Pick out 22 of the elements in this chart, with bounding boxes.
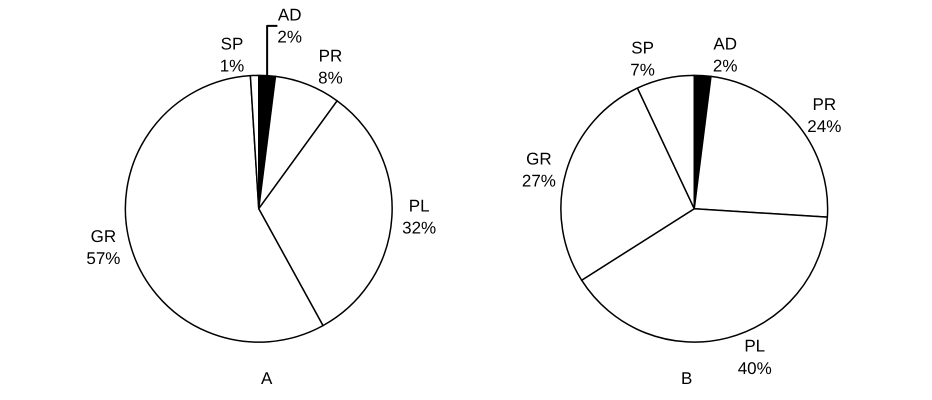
text: A xyxy=(261,369,273,388)
slice-label: PR xyxy=(318,46,342,66)
data-label: 2% xyxy=(277,27,302,46)
data-label: 7% xyxy=(630,60,655,80)
slice-label: AD xyxy=(278,5,302,24)
slice-label: AD xyxy=(713,34,737,54)
slice-label: PR xyxy=(812,94,836,114)
data-label: 2% xyxy=(712,56,738,76)
slice-label: PL xyxy=(744,336,766,356)
data-label: 1% xyxy=(220,56,244,76)
data-label: 8% xyxy=(318,68,343,88)
data-label: 32% xyxy=(402,218,436,238)
slice-label: PL xyxy=(408,196,430,216)
data-label: 40% xyxy=(738,358,772,378)
data-label: 57% xyxy=(86,249,120,268)
slice-label: SP xyxy=(631,38,654,58)
data-label: 27% xyxy=(522,171,556,190)
slice-label: SP xyxy=(220,34,244,54)
slice-label: GR xyxy=(90,227,116,246)
slice-label: GR xyxy=(526,149,552,168)
text: B xyxy=(681,369,692,388)
data-label: 24% xyxy=(807,116,842,136)
